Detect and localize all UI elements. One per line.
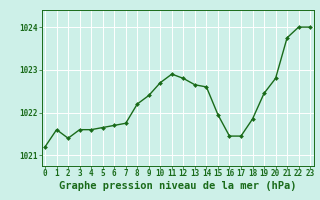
X-axis label: Graphe pression niveau de la mer (hPa): Graphe pression niveau de la mer (hPa)	[59, 181, 296, 191]
